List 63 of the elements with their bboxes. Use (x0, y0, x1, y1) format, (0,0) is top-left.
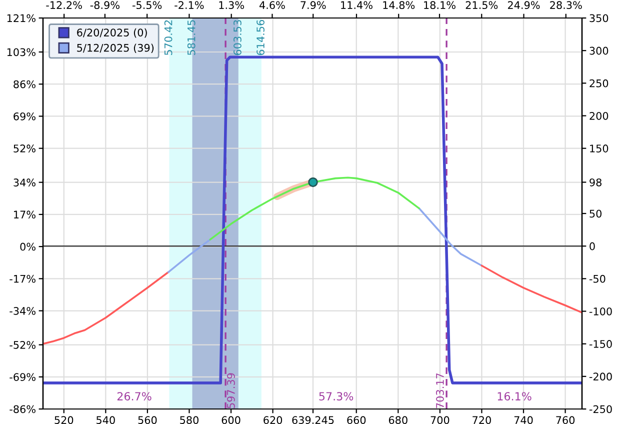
x2-tick-label: -8.9% (90, 1, 120, 10)
y-tick-label: -150 (589, 340, 612, 348)
x-tick-label: 680 (388, 416, 408, 424)
annotation: 603.53 (234, 20, 242, 56)
x-tick-label: 560 (138, 416, 157, 424)
y-tick-label: 50 (590, 210, 602, 218)
x2-tick-label: 28.3% (550, 1, 582, 10)
x-tick-label: 520 (54, 416, 74, 424)
y-tick-label: -50 (589, 274, 606, 283)
x2-tick-label: 18.1% (424, 1, 456, 10)
x2-tick-label: 7.9% (300, 1, 326, 10)
x2-tick-label: -5.5% (132, 1, 162, 10)
y-tick-label: 300 (590, 46, 608, 55)
y-tick-label: 200 (590, 112, 608, 120)
ref-line-label: 597.39 (227, 373, 235, 408)
y2-tick-label: 103% (7, 48, 36, 56)
y-tick-label: -100 (589, 307, 612, 316)
y2-tick-label: 121% (7, 14, 36, 22)
x-tick-label: 600 (222, 416, 240, 424)
y-tick-label: 0 (590, 242, 595, 250)
legend-label: 5/12/2025 (39) (77, 44, 154, 53)
x-tick-label: 720 (472, 416, 491, 424)
x2-tick-label: 21.5% (466, 1, 498, 10)
y-tick-label: -250 (589, 405, 612, 414)
y-tick-label: 250 (590, 79, 608, 88)
legend-label: 6/20/2025 (0) (77, 28, 147, 38)
x-tick-label: 660 (347, 416, 366, 424)
y2-tick-label: -69% (10, 373, 36, 381)
annotation: 614.56 (256, 20, 264, 56)
annotation: 570.42 (164, 20, 172, 55)
annotation: 16.1% (498, 392, 532, 400)
y2-tick-label: 52% (14, 144, 36, 152)
x2-tick-label: 24.9% (508, 1, 540, 10)
y2-tick-label: -34% (10, 307, 36, 315)
x2-tick-label: -12.2% (46, 1, 82, 10)
y2-tick-label: 86% (14, 80, 36, 88)
y2-tick-label: 17% (14, 210, 36, 219)
x2-tick-label: 11.4% (341, 1, 372, 10)
y2-tick-label: -52% (10, 341, 36, 349)
x-tick-label: 620 (264, 416, 282, 424)
x-tick-label: 580 (180, 416, 198, 424)
y-tick-label: 150 (590, 144, 608, 152)
y2-tick-label: -86% (10, 405, 36, 414)
x-tick-label: 740 (514, 416, 533, 424)
y2-tick-label: 0% (20, 242, 36, 251)
x2-tick-label: 1.3% (219, 1, 244, 10)
y2-tick-label: 34% (14, 178, 36, 186)
y-tick-label: 350 (590, 14, 608, 22)
x2-tick-label: 4.6% (260, 1, 285, 10)
annotation: 57.3% (319, 392, 354, 400)
ref-line-label: 703.17 (436, 373, 444, 408)
y-tick-label: 98 (590, 178, 602, 186)
x-tick-label: 700 (430, 416, 450, 424)
y2-tick-label: -17% (10, 274, 36, 283)
x2-tick-label: -2.1% (174, 1, 204, 10)
y-tick-label: -200 (589, 372, 612, 381)
x2-tick-label: 14.8% (383, 1, 415, 10)
x-tick-label: 760 (556, 416, 575, 424)
y2-tick-label: 69% (14, 112, 36, 120)
x-tick-label: 540 (96, 416, 115, 424)
x-tick-label: 639.245 (292, 416, 334, 424)
annotation: 581.45 (187, 20, 196, 55)
annotation: 26.7% (117, 392, 152, 400)
